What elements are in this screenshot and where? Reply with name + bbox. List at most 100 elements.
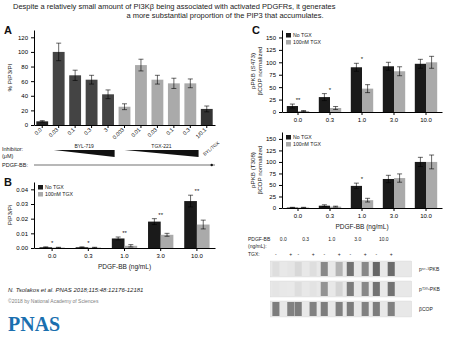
- bar: [135, 65, 147, 125]
- tick-mark: [190, 125, 191, 128]
- error-cap: [89, 75, 94, 76]
- y-tick: 60: [21, 79, 34, 85]
- error-cap: [333, 207, 338, 208]
- x-tick: 1.0: [120, 248, 129, 259]
- bar: [319, 206, 330, 208]
- bar: [76, 247, 89, 248]
- y-axis-title-line: pPKB (S473): [249, 53, 256, 89]
- annotation: (μM): [2, 153, 14, 159]
- y-tick: 0.03: [16, 201, 34, 207]
- error-cap: [333, 206, 338, 207]
- blot-treatment: +: [390, 251, 393, 257]
- error-line: [167, 233, 168, 236]
- blot-band: [287, 282, 294, 296]
- tick-label: 0.03: [48, 126, 60, 138]
- y-axis: 0.000.010.020.030.04: [16, 183, 34, 252]
- error-line: [75, 70, 76, 80]
- bar: [415, 162, 426, 208]
- error-cap: [354, 63, 359, 64]
- annotation: BYL-719: [74, 143, 94, 149]
- x-tick: 0.003: [111, 125, 125, 140]
- tick-mark: [279, 37, 282, 38]
- error-line: [173, 78, 174, 88]
- error-cap: [40, 120, 45, 121]
- error-cap: [56, 43, 61, 44]
- error-line: [190, 195, 191, 207]
- y-tick: 0.04: [16, 187, 34, 193]
- bar: [86, 80, 98, 125]
- legend-item: No TGX: [38, 184, 64, 190]
- blot-band: [388, 262, 395, 276]
- error-cap: [201, 228, 206, 229]
- tick-mark: [91, 125, 92, 128]
- error-cap: [165, 236, 170, 237]
- blot-band: [388, 282, 395, 296]
- legend-swatch: [286, 142, 291, 147]
- blot-condition: 3.0: [354, 236, 361, 242]
- x-axis-title: PDGF-BB (ng/mL): [335, 223, 388, 231]
- error-bar: [354, 63, 359, 71]
- x-tick: 0.03: [48, 125, 60, 138]
- error-bar: [290, 104, 295, 108]
- tick-mark: [157, 125, 158, 128]
- legend-item: 100nM TGX: [286, 141, 321, 147]
- y-tick: 40: [21, 93, 34, 99]
- legend-item: No TGX: [286, 32, 312, 38]
- error-cap: [354, 71, 359, 72]
- citation: N. Tsolakos et al. PNAS 2018;115:48:1217…: [8, 287, 143, 293]
- blot-condition: 10.0: [379, 236, 389, 242]
- error-cap: [322, 93, 327, 94]
- bar: [52, 247, 65, 248]
- tick-mark: [31, 96, 34, 97]
- error-cap: [92, 247, 97, 248]
- tick-label: 0.3: [83, 126, 93, 136]
- tick-label: 0.003: [111, 126, 125, 140]
- error-cap: [171, 88, 176, 89]
- blot-band: [295, 302, 302, 316]
- tick-label: 20: [21, 108, 28, 114]
- plot-area: [36, 43, 212, 125]
- tick-mark: [279, 62, 282, 63]
- blot-band: [310, 302, 317, 316]
- tick-mark: [160, 248, 161, 251]
- blot-band: [295, 282, 302, 296]
- error-bar: [155, 75, 160, 84]
- bar: [69, 75, 81, 125]
- error-bar: [429, 155, 434, 169]
- blot-band: [272, 262, 279, 276]
- error-cap: [290, 207, 295, 208]
- legend-swatch: [286, 40, 291, 45]
- blot-band: [310, 282, 317, 296]
- tick-mark: [88, 248, 89, 251]
- y-tick: 150: [266, 136, 282, 142]
- tick-label: 3.0: [390, 117, 399, 123]
- tick-mark: [31, 81, 34, 82]
- error-cap: [188, 195, 193, 196]
- panel-label: C: [252, 24, 260, 36]
- error-line: [130, 245, 131, 247]
- error-cap: [122, 103, 127, 104]
- tick-mark: [75, 125, 76, 128]
- error-cap: [43, 247, 48, 248]
- legend-item: No TGX: [286, 134, 312, 140]
- blot-band: [347, 282, 354, 296]
- error-bar: [79, 246, 84, 248]
- tick-label: 0.0: [294, 117, 303, 123]
- error-cap: [429, 56, 434, 57]
- bar: [184, 201, 197, 248]
- error-line: [335, 107, 336, 110]
- tick-label: 0.04: [16, 187, 28, 193]
- tick-mark: [279, 100, 282, 101]
- y-tick: 100: [266, 159, 282, 165]
- tick-label: 10.0: [420, 117, 432, 123]
- y-axis-title-line: % PiP3/PI: [6, 63, 13, 91]
- error-cap: [152, 218, 157, 219]
- blot-band: [336, 282, 343, 296]
- x-tick: 0.3: [83, 125, 93, 136]
- error-bar: [322, 94, 327, 101]
- tick-mark: [279, 173, 282, 174]
- error-cap: [418, 157, 423, 158]
- tick-mark: [52, 248, 53, 251]
- y-tick: 0.02: [16, 216, 34, 222]
- x-tick: 1.0: [358, 208, 367, 219]
